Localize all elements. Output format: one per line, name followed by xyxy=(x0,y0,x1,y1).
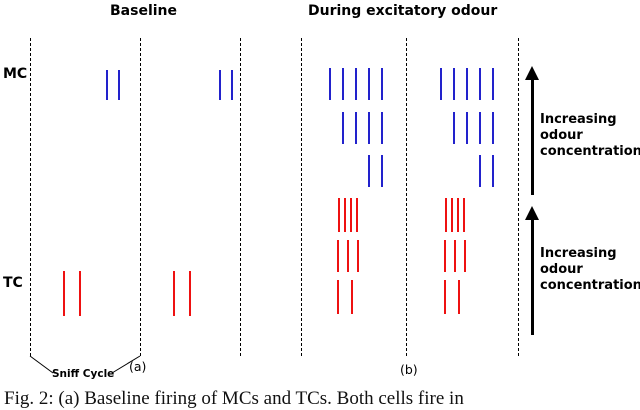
mc-spike xyxy=(368,155,370,187)
mc-spike xyxy=(381,155,383,187)
sniff-cycle-boundary-line xyxy=(518,38,519,356)
mc-spike xyxy=(440,68,442,100)
tc-spike xyxy=(444,240,446,272)
mc-spike xyxy=(368,112,370,144)
panel-b-title: During excitatory odour xyxy=(308,3,498,19)
sniff-cycle-boundary-line xyxy=(140,38,141,356)
tc-spike xyxy=(79,271,81,316)
mc-spike xyxy=(329,68,331,100)
tc-spike xyxy=(457,198,459,232)
figure-caption: Fig. 2: (a) Baseline firing of MCs and T… xyxy=(4,388,464,409)
mc-spike xyxy=(106,70,108,100)
tc-spike xyxy=(445,198,447,232)
mc-arrow-label: Increasing odour concentration xyxy=(540,112,640,159)
mc-spike xyxy=(381,68,383,100)
tc-spike xyxy=(337,240,339,272)
tc-spike xyxy=(337,280,339,314)
sniff-cycle-boundary-line xyxy=(406,38,407,356)
tc-spike xyxy=(444,280,446,314)
mc-spike xyxy=(381,112,383,144)
mc-row-label: MC xyxy=(3,66,28,82)
mc-spike xyxy=(453,112,455,144)
mc-spike xyxy=(355,68,357,100)
mc-spike xyxy=(466,68,468,100)
panel-a-title: Baseline xyxy=(110,3,178,19)
tc-spike xyxy=(338,198,340,232)
mc-spike xyxy=(479,68,481,100)
tc-spike xyxy=(350,198,352,232)
tc-spike xyxy=(347,240,349,272)
mc-spike xyxy=(453,68,455,100)
tc-concentration-arrow xyxy=(531,218,534,335)
tc-spike xyxy=(357,240,359,272)
panel-a-marker: (a) xyxy=(129,359,147,374)
tc-spike xyxy=(454,240,456,272)
tc-arrow-label: Increasing odour concentration xyxy=(540,246,640,293)
tc-spike xyxy=(464,240,466,272)
tc-row-label: TC xyxy=(3,275,23,291)
mc-spike xyxy=(355,112,357,144)
tc-spike xyxy=(351,280,353,314)
mc-spike xyxy=(342,68,344,100)
tc-spike xyxy=(63,271,65,316)
panel-b-marker: (b) xyxy=(400,362,418,377)
mc-spike xyxy=(342,112,344,144)
tc-spike xyxy=(344,198,346,232)
arrow-up-icon xyxy=(525,206,539,220)
tc-spike xyxy=(463,198,465,232)
tc-spike xyxy=(173,271,175,316)
mc-spike xyxy=(231,70,233,100)
tc-spike xyxy=(451,198,453,232)
mc-spike xyxy=(479,155,481,187)
tc-spike xyxy=(458,280,460,314)
sniff-cycle-boundary-line xyxy=(30,38,31,356)
mc-spike xyxy=(479,112,481,144)
mc-spike xyxy=(492,112,494,144)
arrow-up-icon xyxy=(525,66,539,80)
mc-spike xyxy=(466,112,468,144)
sniff-cycle-boundary-line xyxy=(301,38,302,356)
mc-spike xyxy=(492,68,494,100)
mc-concentration-arrow xyxy=(531,78,534,195)
mc-spike xyxy=(368,68,370,100)
tc-spike xyxy=(356,198,358,232)
sniff-cycle-boundary-line xyxy=(240,38,241,356)
tc-spike xyxy=(189,271,191,316)
sniff-cycle-label: Sniff Cycle xyxy=(52,368,115,380)
mc-spike xyxy=(118,70,120,100)
mc-spike xyxy=(219,70,221,100)
mc-spike xyxy=(492,155,494,187)
